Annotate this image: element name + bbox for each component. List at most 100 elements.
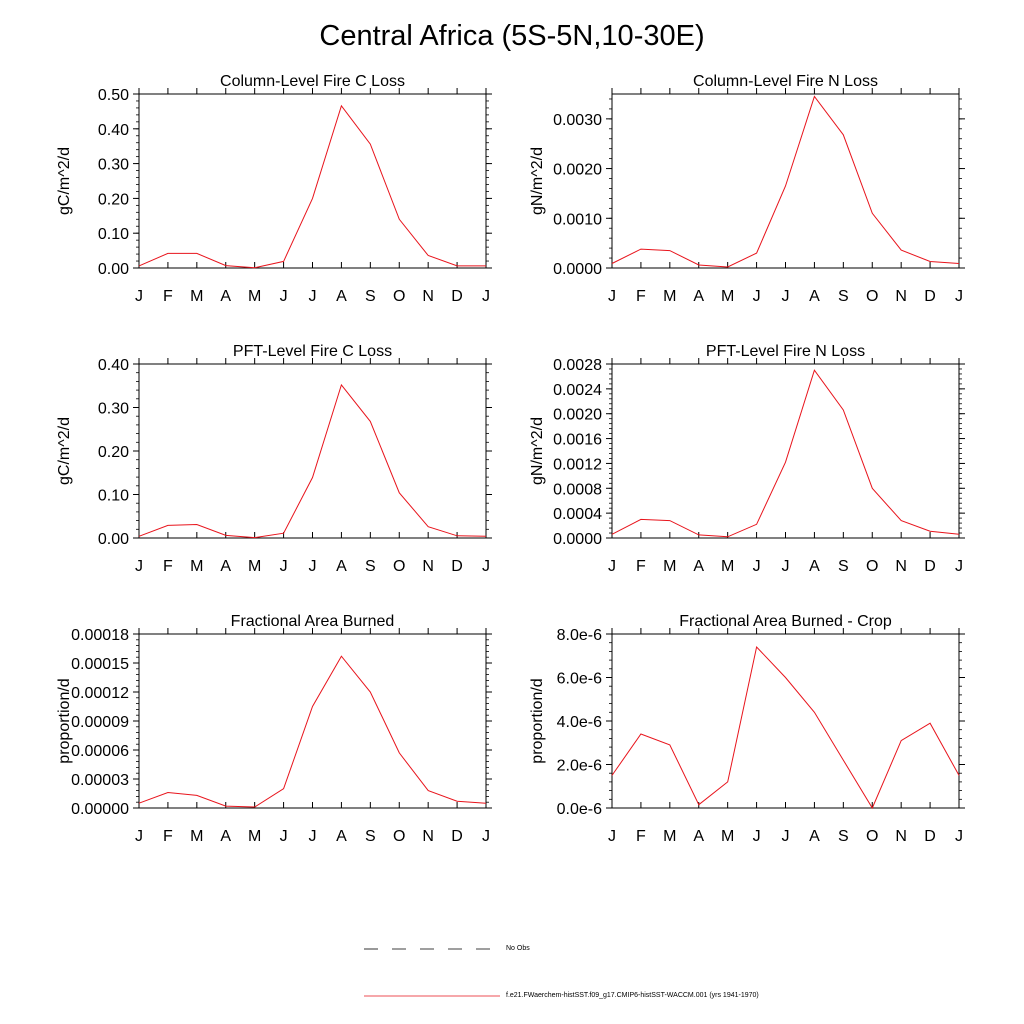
y-tick-label: 0.00003 bbox=[71, 772, 129, 789]
x-tick-label: A bbox=[220, 828, 231, 845]
chart-title: Fractional Area Burned bbox=[231, 613, 395, 630]
y-tick-label: 0.00 bbox=[98, 261, 129, 278]
y-tick-label: 0.00006 bbox=[71, 743, 129, 760]
y-tick-label: 4.0e-6 bbox=[557, 714, 602, 731]
x-tick-label: A bbox=[336, 288, 347, 305]
y-tick-label: 0.0008 bbox=[553, 481, 602, 498]
x-tick-label: D bbox=[924, 288, 936, 305]
x-tick-label: S bbox=[365, 828, 376, 845]
x-tick-label: A bbox=[809, 828, 820, 845]
x-tick-label: J bbox=[608, 288, 616, 305]
series-line bbox=[611, 645, 960, 810]
x-tick-label: J bbox=[280, 558, 288, 575]
y-tick-label: 8.0e-6 bbox=[557, 627, 602, 644]
x-tick-label: J bbox=[753, 558, 761, 575]
y-tick-label: 6.0e-6 bbox=[557, 671, 602, 688]
x-tick-label: F bbox=[636, 288, 646, 305]
y-tick-label: 0.0020 bbox=[553, 407, 602, 424]
x-tick-label: J bbox=[608, 558, 616, 575]
chart-title: Column-Level Fire C Loss bbox=[220, 73, 405, 90]
series-line bbox=[611, 95, 960, 268]
y-tick-label: 0.40 bbox=[98, 122, 129, 139]
x-tick-label: M bbox=[190, 558, 203, 575]
x-tick-label: J bbox=[955, 288, 963, 305]
y-tick-label: 0.10 bbox=[98, 488, 129, 505]
x-tick-label: M bbox=[721, 558, 734, 575]
y-tick-label: 0.10 bbox=[98, 226, 129, 243]
x-tick-label: J bbox=[280, 828, 288, 845]
y-tick-label: 0.00 bbox=[98, 531, 129, 548]
y-tick-label: 0.0016 bbox=[553, 432, 602, 449]
y-tick-label: 0.0004 bbox=[553, 506, 602, 523]
y-tick-label: 0.00012 bbox=[71, 685, 129, 702]
y-tick-label: 0.0000 bbox=[553, 531, 602, 548]
x-tick-label: M bbox=[663, 558, 676, 575]
x-tick-label: N bbox=[895, 828, 907, 845]
y-tick-label: 0.30 bbox=[98, 401, 129, 418]
chart-title: PFT-Level Fire C Loss bbox=[233, 343, 392, 360]
x-tick-label: A bbox=[809, 288, 820, 305]
y-tick-label: 0.0000 bbox=[553, 261, 602, 278]
y-axis-label: gC/m^2/d bbox=[56, 147, 73, 215]
x-tick-label: D bbox=[451, 288, 463, 305]
y-axis-label: gC/m^2/d bbox=[56, 417, 73, 485]
x-tick-label: M bbox=[663, 828, 676, 845]
x-tick-label: J bbox=[753, 288, 761, 305]
x-tick-label: A bbox=[693, 558, 704, 575]
x-tick-label: D bbox=[924, 558, 936, 575]
y-tick-label: 0.0020 bbox=[553, 162, 602, 179]
legend-model-label: f.e21.FWaerchem-histSST.f09_g17.CMIP6-hi… bbox=[506, 992, 759, 999]
y-tick-label: 0.00009 bbox=[71, 714, 129, 731]
x-tick-label: J bbox=[309, 558, 317, 575]
y-tick-label: 0.0012 bbox=[553, 456, 602, 473]
x-tick-label: J bbox=[782, 288, 790, 305]
x-tick-label: F bbox=[636, 558, 646, 575]
x-tick-label: O bbox=[866, 828, 878, 845]
x-tick-label: J bbox=[482, 288, 490, 305]
x-tick-label: J bbox=[608, 828, 616, 845]
y-tick-label: 0.0e-6 bbox=[557, 801, 602, 818]
y-tick-label: 2.0e-6 bbox=[557, 758, 602, 775]
y-tick-label: 0.50 bbox=[98, 87, 129, 104]
x-tick-label: M bbox=[190, 288, 203, 305]
chart-title: PFT-Level Fire N Loss bbox=[706, 343, 865, 360]
x-tick-label: N bbox=[895, 288, 907, 305]
x-tick-label: O bbox=[866, 558, 878, 575]
x-tick-label: J bbox=[782, 828, 790, 845]
x-tick-label: O bbox=[393, 288, 405, 305]
x-tick-label: J bbox=[309, 828, 317, 845]
x-tick-label: M bbox=[663, 288, 676, 305]
x-tick-label: N bbox=[422, 288, 434, 305]
x-tick-label: D bbox=[451, 828, 463, 845]
x-tick-label: A bbox=[336, 828, 347, 845]
y-axis-label: proportion/d bbox=[529, 678, 546, 763]
x-tick-label: J bbox=[280, 288, 288, 305]
x-tick-label: M bbox=[248, 828, 261, 845]
y-tick-label: 0.20 bbox=[98, 444, 129, 461]
x-tick-label: J bbox=[309, 288, 317, 305]
y-tick-label: 0.40 bbox=[98, 357, 129, 374]
y-axis-label: gN/m^2/d bbox=[529, 417, 546, 485]
y-tick-label: 0.00018 bbox=[71, 627, 129, 644]
x-tick-label: S bbox=[838, 828, 849, 845]
x-tick-label: N bbox=[422, 558, 434, 575]
x-tick-label: A bbox=[220, 288, 231, 305]
x-tick-label: F bbox=[163, 288, 173, 305]
x-tick-label: M bbox=[721, 288, 734, 305]
x-tick-label: F bbox=[163, 558, 173, 575]
y-tick-label: 0.0030 bbox=[553, 112, 602, 129]
x-tick-label: J bbox=[135, 288, 143, 305]
x-tick-label: O bbox=[866, 288, 878, 305]
x-tick-label: J bbox=[135, 828, 143, 845]
x-tick-label: F bbox=[163, 828, 173, 845]
legend-obs-label: No Obs bbox=[506, 945, 530, 952]
y-tick-label: 0.0010 bbox=[553, 211, 602, 228]
series-line bbox=[138, 655, 487, 808]
x-tick-label: D bbox=[924, 828, 936, 845]
